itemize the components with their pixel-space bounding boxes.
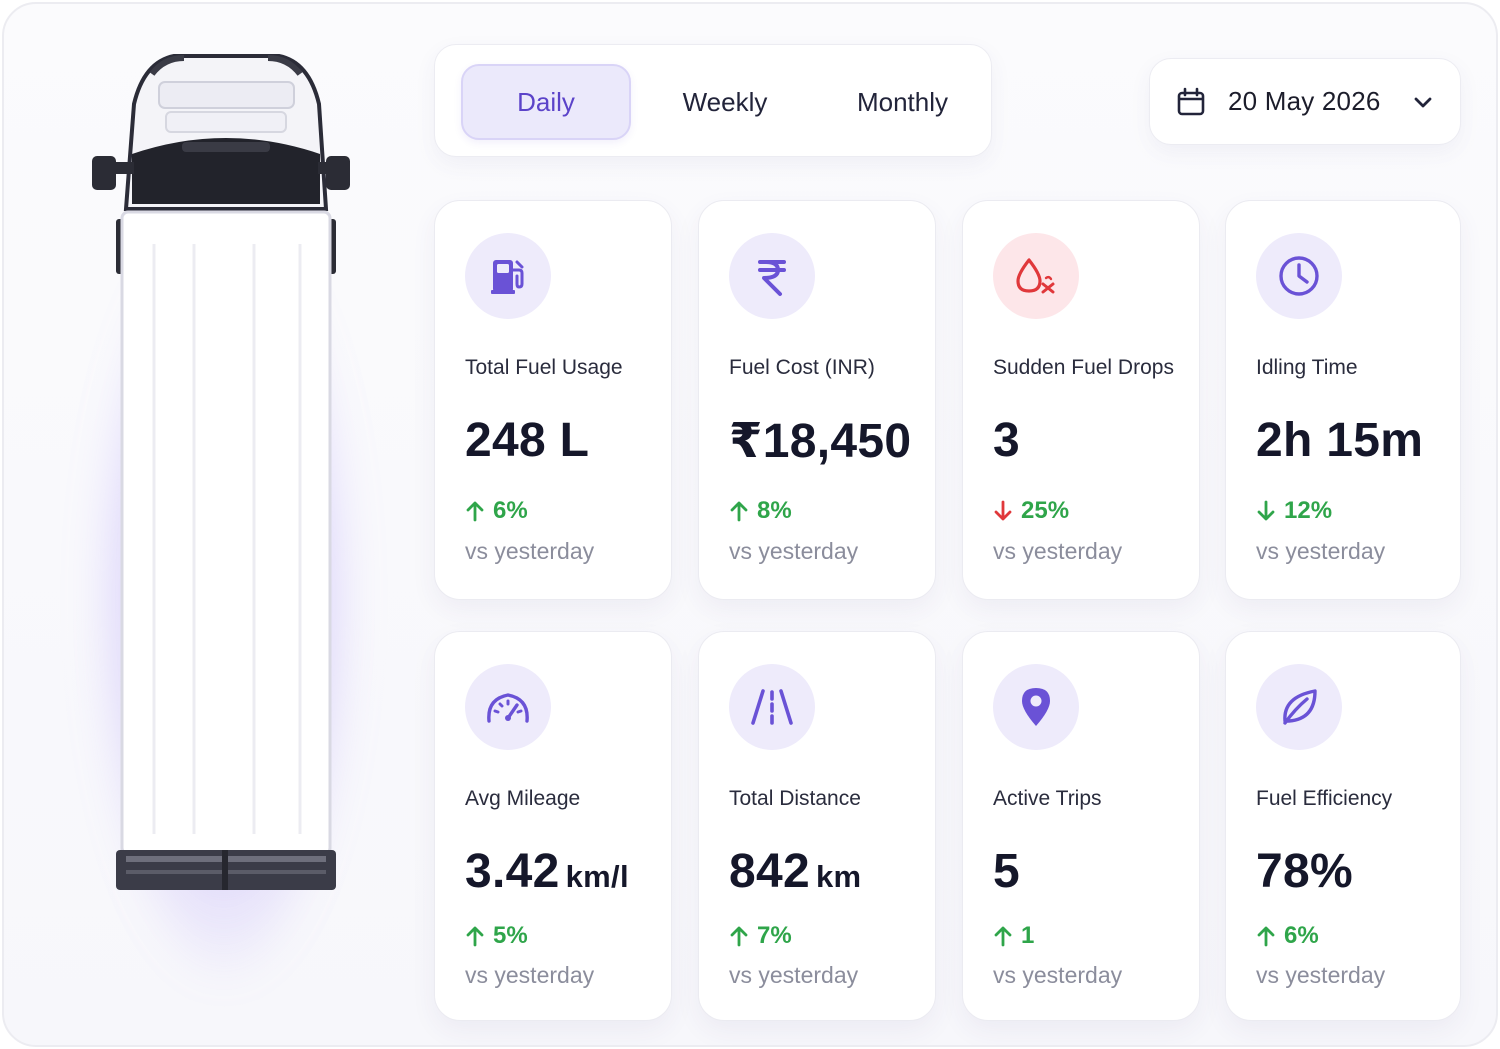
metric-value: 248 L bbox=[465, 414, 590, 467]
arrow-up-icon bbox=[466, 926, 484, 947]
metric-caption: vs yesterday bbox=[729, 962, 859, 988]
metric-change: 1 bbox=[993, 922, 1034, 950]
metric-change-value: 6% bbox=[493, 497, 528, 524]
metric-caption: vs yesterday bbox=[1256, 962, 1386, 988]
truck-image bbox=[64, 44, 384, 984]
metric-label: Active Trips bbox=[993, 787, 1102, 810]
metric-change: 6% bbox=[1256, 922, 1319, 950]
tab-monthly[interactable]: Monthly bbox=[856, 86, 949, 117]
tab-weekly[interactable]: Weekly bbox=[682, 86, 768, 117]
calendar-icon bbox=[1177, 87, 1205, 116]
metric-value-number: 3.42 bbox=[465, 845, 560, 898]
metric-value: 3.42 km/l bbox=[465, 844, 629, 899]
metric-card-idling-time[interactable]: Idling Time 2h 15m 12% vs yesterday bbox=[1225, 200, 1461, 600]
metric-change: 25% bbox=[993, 497, 1069, 525]
rupee-icon bbox=[729, 233, 815, 319]
metric-change: 8% bbox=[729, 497, 792, 525]
metric-unit: km bbox=[816, 859, 862, 894]
metric-label: Fuel Efficiency bbox=[1256, 787, 1393, 810]
metric-value: 842 km bbox=[729, 844, 861, 899]
arrow-down-icon bbox=[994, 500, 1012, 521]
arrow-up-icon bbox=[730, 501, 748, 522]
metric-caption: vs yesterday bbox=[1256, 538, 1386, 564]
speedometer-icon bbox=[465, 664, 551, 750]
fuel-pump-icon bbox=[465, 233, 551, 319]
metric-change-value: 12% bbox=[1284, 497, 1333, 524]
metric-change: 12% bbox=[1256, 497, 1332, 525]
metric-label: Idling Time bbox=[1256, 356, 1358, 379]
metric-label: Total Distance bbox=[729, 787, 861, 810]
metric-change-value: 25% bbox=[1021, 497, 1070, 524]
metric-caption: vs yesterday bbox=[729, 538, 859, 564]
metric-card-total-distance[interactable]: Total Distance 842 km 7% vs yesterday bbox=[698, 631, 936, 1021]
metric-change-value: 6% bbox=[1284, 922, 1319, 949]
arrow-up-icon bbox=[466, 501, 484, 522]
leaf-icon bbox=[1256, 664, 1342, 750]
metric-caption: vs yesterday bbox=[465, 962, 595, 988]
road-icon bbox=[729, 664, 815, 750]
metric-value: ₹18,450 bbox=[729, 415, 912, 468]
metric-change-value: 1 bbox=[1021, 922, 1035, 949]
metric-change-value: 5% bbox=[493, 922, 528, 949]
truck-top-view bbox=[92, 54, 350, 890]
metric-value: 2h 15m bbox=[1256, 414, 1424, 467]
metric-change: 5% bbox=[465, 922, 528, 950]
date-picker[interactable]: 20 May 2026 bbox=[1149, 58, 1461, 145]
location-pin-icon bbox=[993, 664, 1079, 750]
metric-label: Total Fuel Usage bbox=[465, 356, 623, 379]
tab-daily[interactable]: Daily bbox=[461, 64, 631, 140]
metric-change: 6% bbox=[465, 497, 528, 525]
arrow-up-icon bbox=[1257, 926, 1275, 947]
period-tabs: Daily Weekly Monthly bbox=[434, 44, 992, 157]
metric-change: 7% bbox=[729, 922, 792, 950]
metric-value: 5 bbox=[993, 845, 1020, 898]
metric-card-active-trips[interactable]: Active Trips 5 1 vs yesterday bbox=[962, 631, 1200, 1021]
date-value: 20 May 2026 bbox=[1228, 86, 1381, 116]
metric-card-sudden-fuel-drops[interactable]: Sudden Fuel Drops 3 25% vs yesterday bbox=[962, 200, 1200, 600]
arrow-down-icon bbox=[1257, 500, 1275, 521]
chevron-down-icon bbox=[1414, 97, 1432, 108]
clock-icon bbox=[1256, 233, 1342, 319]
metric-caption: vs yesterday bbox=[993, 962, 1123, 988]
metric-label: Sudden Fuel Drops bbox=[993, 356, 1174, 379]
fuel-drop-icon bbox=[993, 233, 1079, 319]
arrow-up-icon bbox=[730, 926, 748, 947]
metric-value: 78% bbox=[1256, 845, 1353, 898]
metric-value: 3 bbox=[993, 414, 1020, 467]
metric-card-avg-mileage[interactable]: Avg Mileage 3.42 km/l 5% vs yesterday bbox=[434, 631, 672, 1021]
metric-change-value: 7% bbox=[757, 922, 792, 949]
metric-change-value: 8% bbox=[757, 497, 792, 524]
metric-label: Avg Mileage bbox=[465, 787, 581, 810]
metric-caption: vs yesterday bbox=[465, 538, 595, 564]
metric-caption: vs yesterday bbox=[993, 538, 1123, 564]
metric-unit: km/l bbox=[565, 859, 629, 894]
arrow-up-icon bbox=[994, 926, 1012, 947]
metric-card-fuel-efficiency[interactable]: Fuel Efficiency 78% 6% vs yesterday bbox=[1225, 631, 1461, 1021]
metric-card-fuel-cost[interactable]: Fuel Cost (INR) ₹18,450 8% vs yesterday bbox=[698, 200, 936, 600]
metric-label: Fuel Cost (INR) bbox=[729, 356, 875, 379]
metric-card-total-fuel-usage[interactable]: Total Fuel Usage 248 L 6% vs yesterday bbox=[434, 200, 672, 600]
metric-value-number: 842 bbox=[729, 845, 810, 898]
